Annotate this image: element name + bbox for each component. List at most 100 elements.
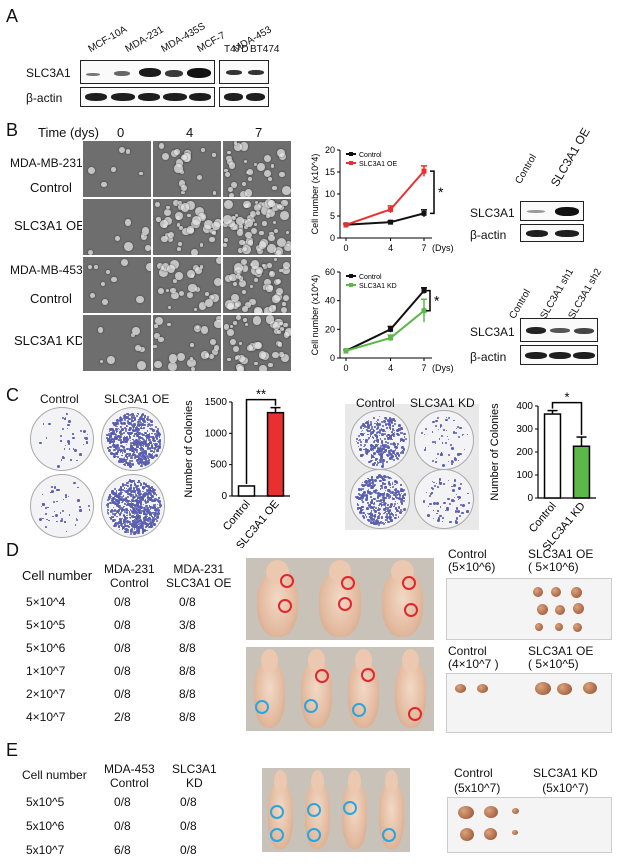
significance-mark: * xyxy=(434,293,440,309)
excised-tumor xyxy=(555,623,563,631)
table-header: MDA-231 SLC3A1 OE xyxy=(166,562,232,590)
table-cell: 8/8 xyxy=(179,664,196,678)
y-axis-label: Cell number (x10^4) xyxy=(310,154,320,235)
lane-label: MDA-231 xyxy=(123,24,166,55)
excised-tumor xyxy=(537,604,548,615)
tumor-site-circle xyxy=(408,707,423,722)
table-cell: 8/8 xyxy=(179,710,196,724)
excised-tumor xyxy=(458,806,474,819)
y-tick-label: 500 xyxy=(210,460,227,471)
mouse-head xyxy=(355,648,372,673)
legend-marker xyxy=(349,274,353,278)
excised-tumor xyxy=(573,603,584,614)
dish-label: SLC3A1 KD xyxy=(410,396,475,410)
legend-label: Control xyxy=(359,274,382,281)
significance-mark: * xyxy=(438,184,444,200)
excised-tumor xyxy=(460,828,474,841)
tumor-label: Control (4×10^7 ) xyxy=(448,644,499,671)
mouse-head xyxy=(308,648,325,673)
colony-dish xyxy=(30,407,94,471)
y-tick-label: 0 xyxy=(527,493,533,504)
micrograph-grid xyxy=(82,140,292,372)
table-header: Cell number xyxy=(22,768,87,782)
y-tick-label: 100 xyxy=(516,470,533,481)
western-blot-kd-actin xyxy=(520,345,598,365)
excised-tumor xyxy=(573,623,582,632)
table-cell: 5×10^4 xyxy=(26,595,66,609)
tumor-panel xyxy=(447,797,612,853)
mouse-head xyxy=(310,769,325,794)
row-label: Control xyxy=(30,180,72,195)
table-header: MDA-453 Control xyxy=(104,762,155,790)
tumor-site-circle xyxy=(403,603,418,618)
micrograph-tile xyxy=(222,198,292,256)
tumor-site-circle xyxy=(269,804,284,819)
data-point xyxy=(343,348,349,354)
tumor-site-circle xyxy=(278,598,293,613)
x-tick-label: 7 xyxy=(421,243,426,253)
y-axis-label: Number of Colonies xyxy=(489,403,501,501)
data-point xyxy=(421,168,427,174)
western-blot-slc3a1 xyxy=(80,60,215,84)
tumor-site-circle xyxy=(351,703,366,717)
dish-label: Control xyxy=(40,392,79,406)
panel-a-lane-labels: MCF-10A MDA-231 MDA-435S MCF-7 MDA-453 T… xyxy=(80,6,380,60)
tumor-label: SLC3A1 KD (5x10^7) xyxy=(533,766,598,795)
x-unit-label: (Dys) xyxy=(432,243,454,253)
panel-label-b: B xyxy=(6,120,19,140)
micrograph-tile xyxy=(82,140,152,198)
excised-tumor xyxy=(583,682,597,694)
table-cell: 0/8 xyxy=(114,595,131,609)
table-cell: 4×10^7 xyxy=(26,710,66,724)
dish-label: Control xyxy=(356,396,395,410)
data-point xyxy=(343,222,349,228)
y-tick-label: 1500 xyxy=(205,397,228,408)
mouse-head xyxy=(402,648,419,673)
excised-tumor xyxy=(533,587,543,597)
excised-tumor xyxy=(484,828,497,840)
colony-dish xyxy=(101,407,165,471)
panel-label-a: A xyxy=(6,6,19,26)
blot-row-label: β-actin xyxy=(470,350,507,364)
colony-dish xyxy=(101,474,165,538)
western-blot-oe-slc3a1 xyxy=(520,201,584,221)
excised-tumor xyxy=(555,605,565,615)
table-row: 5x10^7 6/8 0/8 xyxy=(14,840,234,864)
lane-label: SLC3A1 OE xyxy=(547,125,593,189)
micrograph-tile xyxy=(82,256,152,314)
micrograph-tile xyxy=(222,256,292,314)
table-cell: 1×10^7 xyxy=(26,664,66,678)
panel-label-d: D xyxy=(6,540,19,560)
mouse-photo-kd xyxy=(262,768,410,852)
table-header: Cell number xyxy=(22,568,93,583)
tumor-site-circle xyxy=(255,700,270,715)
tumor-site-circle xyxy=(361,667,376,682)
colony-dish xyxy=(350,469,410,529)
table-cell: 0/8 xyxy=(114,641,131,655)
excised-tumor xyxy=(571,587,582,598)
western-blot-actin xyxy=(80,87,215,107)
tumor-panel xyxy=(446,673,612,733)
mouse xyxy=(253,662,285,728)
table-cell: 8/8 xyxy=(179,687,196,701)
growth-curve-kd-chart: 0 20 40 60 0 4 7 (Dys) Cell number (x10^4) Contro… xyxy=(310,267,454,373)
table-header: SLC3A1 KD xyxy=(172,762,217,790)
lane-label: Control xyxy=(513,152,540,186)
table-cell: 0/8 xyxy=(114,664,131,678)
y-tick-label: 400 xyxy=(516,401,533,412)
table-cell: 0/8 xyxy=(180,819,197,833)
table-cell: 5×10^6 xyxy=(26,641,66,655)
y-axis-label: Number of Colonies xyxy=(183,400,195,498)
western-blot-actin-b xyxy=(219,87,269,107)
tumor-label: Control (5×10^6) xyxy=(448,547,496,574)
table-cell: 5×10^5 xyxy=(26,618,66,632)
table-cell: 0/8 xyxy=(179,595,196,609)
table-cell: 3/8 xyxy=(179,618,196,632)
data-point xyxy=(388,206,394,212)
western-blot-oe-actin xyxy=(520,224,584,242)
legend-label: SLC3A1 OE xyxy=(359,161,397,168)
table-cell: 8/8 xyxy=(179,641,196,655)
tumor-panel xyxy=(446,578,612,640)
legend-marker xyxy=(349,283,353,287)
tumor-site-circle xyxy=(303,698,318,713)
